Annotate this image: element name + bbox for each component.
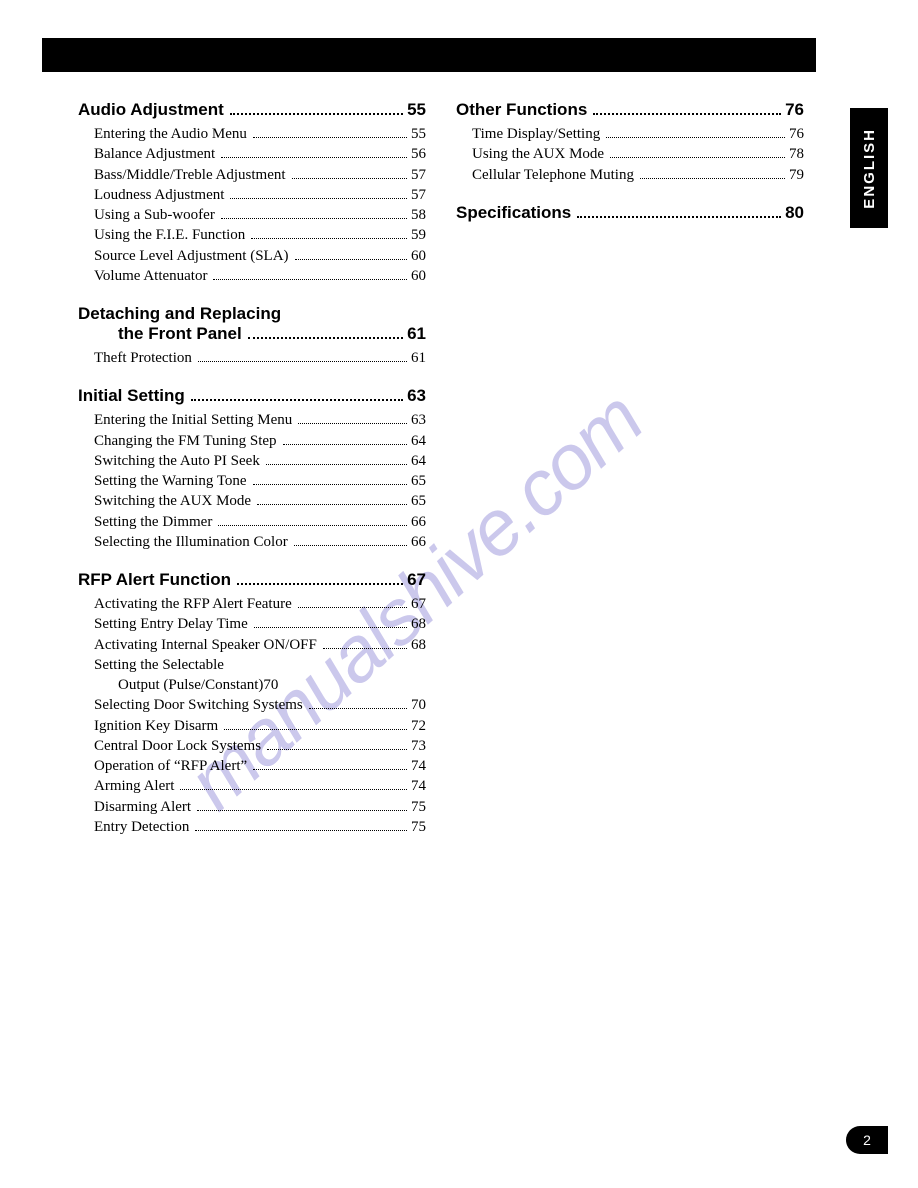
- section-title-text: Audio Adjustment: [78, 100, 224, 120]
- toc-entry: Setting the Dimmer66: [78, 512, 426, 532]
- toc-entry: Activating Internal Speaker ON/OFF68: [78, 635, 426, 655]
- section-title-text: Initial Setting: [78, 386, 185, 406]
- section-title: Other Functions 76: [456, 100, 804, 120]
- toc-entry: Using the F.I.E. Function59: [78, 225, 426, 245]
- leader-dots: [191, 399, 403, 401]
- toc-entry: Bass/Middle/Treble Adjustment57: [78, 165, 426, 185]
- leader-dots: [577, 216, 781, 218]
- toc-entry: Balance Adjustment56: [78, 144, 426, 164]
- toc-entry: Activating the RFP Alert Feature67: [78, 594, 426, 614]
- toc-entry: Entering the Initial Setting Menu63: [78, 410, 426, 430]
- section-page: 67: [407, 570, 426, 590]
- toc-entry: Ignition Key Disarm72: [78, 716, 426, 736]
- section-title: Detaching and Replacing: [78, 304, 426, 324]
- section-page: 55: [407, 100, 426, 120]
- toc-entry: Selecting Door Switching Systems70: [78, 695, 426, 715]
- leader-dots: [237, 583, 403, 585]
- toc-entry: Arming Alert74: [78, 776, 426, 796]
- toc-entry: Using a Sub-woofer58: [78, 205, 426, 225]
- section-rfp-alert: RFP Alert Function 67 Activating the RFP…: [78, 570, 426, 837]
- left-column: Audio Adjustment 55 Entering the Audio M…: [78, 100, 426, 855]
- toc-entry: Theft Protection61: [78, 348, 426, 368]
- section-page: 76: [785, 100, 804, 120]
- section-title-text-line1: Detaching and Replacing: [78, 304, 281, 324]
- toc-entry: Switching the Auto PI Seek64: [78, 451, 426, 471]
- section-title-text: RFP Alert Function: [78, 570, 231, 590]
- toc-entry: Time Display/Setting76: [456, 124, 804, 144]
- toc-entry: Setting the Warning Tone65: [78, 471, 426, 491]
- section-initial-setting: Initial Setting 63 Entering the Initial …: [78, 386, 426, 552]
- section-page: 80: [785, 203, 804, 223]
- page: ENGLISH manualshive.com Audio Adjustment…: [0, 0, 918, 1188]
- toc-entry: Central Door Lock Systems73: [78, 736, 426, 756]
- toc-entry: Disarming Alert75: [78, 797, 426, 817]
- toc-entry: Source Level Adjustment (SLA)60: [78, 246, 426, 266]
- language-tab-label: ENGLISH: [861, 128, 878, 209]
- toc-entry: Volume Attenuator60: [78, 266, 426, 286]
- leader-dots: [230, 113, 403, 115]
- section-title-continued: the Front Panel 61: [78, 324, 426, 344]
- leader-dots: [593, 113, 781, 115]
- section-page: 61: [407, 324, 426, 344]
- section-title: RFP Alert Function 67: [78, 570, 426, 590]
- section-audio-adjustment: Audio Adjustment 55 Entering the Audio M…: [78, 100, 426, 286]
- leader-dots: [248, 337, 403, 339]
- toc-entry: Entry Detection75: [78, 817, 426, 837]
- toc-entry: Cellular Telephone Muting79: [456, 165, 804, 185]
- toc-entry: Switching the AUX Mode65: [78, 491, 426, 511]
- toc-entry: Changing the FM Tuning Step64: [78, 431, 426, 451]
- toc-entry: Using the AUX Mode78: [456, 144, 804, 164]
- toc-entry: Operation of “RFP Alert”74: [78, 756, 426, 776]
- section-front-panel: Detaching and Replacing the Front Panel …: [78, 304, 426, 368]
- toc-entry: Selecting the Illumination Color66: [78, 532, 426, 552]
- toc-entry-multiline: Setting the Selectable Output (Pulse/Con…: [78, 655, 426, 696]
- section-title: Audio Adjustment 55: [78, 100, 426, 120]
- toc-content: Audio Adjustment 55 Entering the Audio M…: [78, 100, 848, 855]
- section-title-text: Specifications: [456, 203, 571, 223]
- page-number: 2: [863, 1132, 871, 1148]
- right-column: Other Functions 76 Time Display/Setting7…: [456, 100, 804, 855]
- page-number-tab: 2: [846, 1126, 888, 1154]
- toc-entry: Setting Entry Delay Time68: [78, 614, 426, 634]
- header-black-bar: [42, 38, 816, 72]
- section-title: Specifications 80: [456, 203, 804, 223]
- toc-entry: Loudness Adjustment57: [78, 185, 426, 205]
- toc-entry: Entering the Audio Menu55: [78, 124, 426, 144]
- section-specifications: Specifications 80: [456, 203, 804, 223]
- language-tab: ENGLISH: [850, 108, 888, 228]
- section-other-functions: Other Functions 76 Time Display/Setting7…: [456, 100, 804, 185]
- section-page: 63: [407, 386, 426, 406]
- section-title-text: Other Functions: [456, 100, 587, 120]
- section-title-text-line2: the Front Panel: [118, 324, 242, 344]
- section-title: Initial Setting 63: [78, 386, 426, 406]
